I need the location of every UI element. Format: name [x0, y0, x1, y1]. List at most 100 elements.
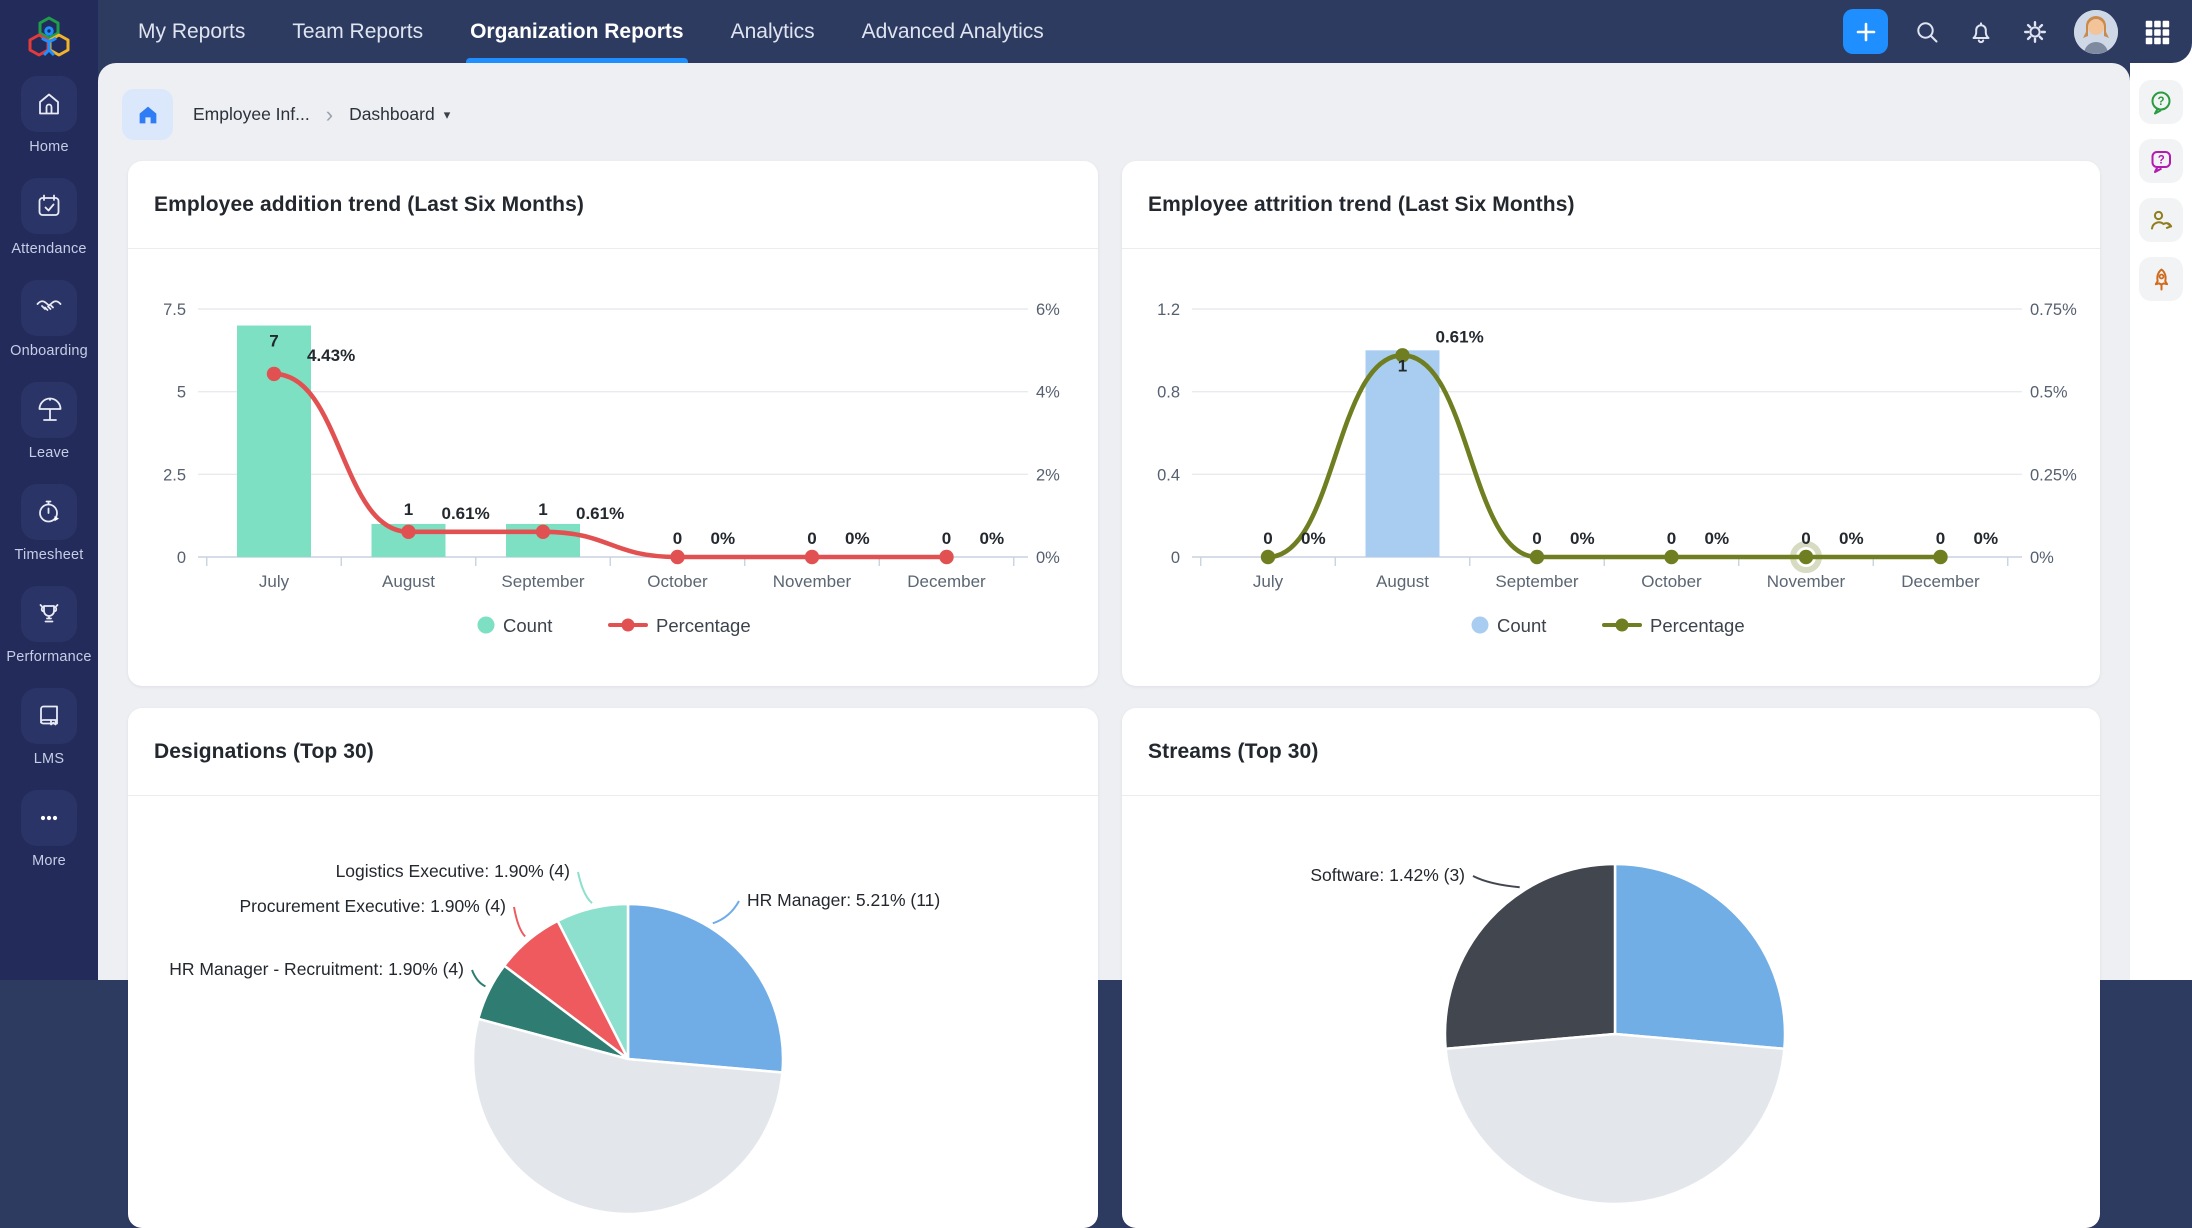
svg-text:Percentage: Percentage [1650, 615, 1745, 636]
svg-text:7: 7 [269, 332, 278, 351]
svg-text:August: August [1376, 572, 1429, 591]
slice-stream-right[interactable] [1615, 864, 1785, 1049]
sidebar-item-label: Performance [6, 649, 91, 665]
slice-others[interactable] [1446, 1034, 1785, 1204]
search-button[interactable] [1912, 17, 1942, 47]
point-july[interactable] [1261, 550, 1275, 564]
user-avatar[interactable] [2074, 10, 2118, 54]
svg-text:0: 0 [807, 529, 816, 548]
sidebar-item-leave[interactable]: Leave [6, 382, 91, 461]
svg-text:7.5: 7.5 [163, 301, 186, 319]
sidebar-item-attendance[interactable]: Attendance [6, 178, 91, 257]
help-chat-button[interactable]: ? [2139, 80, 2183, 124]
pie-label: HR Manager: 5.21% (11) [747, 890, 940, 910]
sidebar-item-timesheet[interactable]: Timesheet [6, 484, 91, 563]
tab-organization-reports[interactable]: Organization Reports [470, 0, 684, 63]
svg-text:Percentage: Percentage [656, 615, 751, 636]
sidebar-item-lms[interactable]: LMS [6, 688, 91, 767]
sidebar-item-label: Home [29, 139, 68, 155]
svg-text:0.4: 0.4 [1157, 466, 1180, 484]
svg-text:0: 0 [673, 529, 682, 548]
svg-text:5: 5 [177, 384, 186, 402]
svg-text:Count: Count [503, 615, 552, 636]
svg-text:0%: 0% [1839, 529, 1864, 548]
add-button[interactable] [1843, 9, 1888, 54]
whats-new-rocket-button[interactable] [2139, 257, 2183, 301]
faq-bubble-button[interactable]: ? [2139, 139, 2183, 183]
timesheet-icon [35, 498, 63, 526]
svg-text:September: September [501, 572, 584, 591]
svg-text:0%: 0% [980, 529, 1005, 548]
point-july[interactable] [267, 367, 281, 381]
svg-text:July: July [259, 572, 290, 591]
slice-hr-manager[interactable] [628, 904, 783, 1073]
svg-text:0: 0 [1667, 529, 1676, 548]
notifications-button[interactable] [1966, 17, 1996, 47]
tab-analytics[interactable]: Analytics [731, 0, 815, 63]
svg-text:0: 0 [942, 529, 951, 548]
svg-text:0%: 0% [845, 529, 870, 548]
sidebar-item-home[interactable]: Home [6, 76, 91, 155]
pie-label: HR Manager - Recruitment: 1.90% (4) [169, 959, 464, 979]
breadcrumb: Employee Inf... › Dashboard ▾ [122, 89, 450, 140]
svg-text:1: 1 [1398, 356, 1407, 375]
user-referral-icon [2148, 207, 2175, 234]
card-title: Streams (Top 30) [1148, 740, 1318, 764]
slice-stream-left[interactable] [1445, 864, 1615, 1049]
app-logo[interactable] [0, 0, 98, 76]
point-december[interactable] [1933, 550, 1947, 564]
svg-text:0%: 0% [1301, 529, 1326, 548]
home-breadcrumb-button[interactable] [122, 89, 173, 140]
svg-text:?: ? [2157, 154, 2164, 166]
svg-text:November: November [1767, 572, 1846, 591]
sidebar-item-label: LMS [34, 751, 64, 767]
apps-grid-button[interactable] [2142, 17, 2172, 47]
attendance-icon [35, 192, 63, 220]
sidebar-item-onboarding[interactable]: Onboarding [6, 280, 91, 359]
svg-text:December: December [1901, 572, 1980, 591]
help-chat-icon: ? [2148, 89, 2175, 116]
card-title: Designations (Top 30) [154, 740, 374, 764]
svg-text:6%: 6% [1036, 301, 1060, 319]
sidebar-item-label: Onboarding [10, 343, 88, 359]
home-icon [135, 102, 161, 128]
svg-text:0.61%: 0.61% [442, 504, 490, 523]
point-december[interactable] [939, 550, 953, 564]
point-november[interactable] [1799, 550, 1813, 564]
svg-text:4.43%: 4.43% [307, 346, 355, 365]
breadcrumb-page[interactable]: Dashboard [349, 104, 435, 125]
bar-july[interactable] [237, 326, 311, 557]
breadcrumb-separator-icon: › [326, 102, 333, 128]
breadcrumb-module[interactable]: Employee Inf... [193, 104, 310, 125]
svg-text:1: 1 [404, 500, 413, 519]
settings-button[interactable] [2020, 17, 2050, 47]
avatar-image [2074, 10, 2118, 54]
chevron-down-icon[interactable]: ▾ [444, 107, 451, 123]
point-november[interactable] [805, 550, 819, 564]
svg-text:0%: 0% [1570, 529, 1595, 548]
point-october[interactable] [1664, 550, 1678, 564]
performance-icon [35, 600, 63, 628]
point-september[interactable] [1530, 550, 1544, 564]
sidebar-item-performance[interactable]: Performance [6, 586, 91, 665]
svg-text:Count: Count [1497, 615, 1546, 636]
user-referral-button[interactable] [2139, 198, 2183, 242]
tab-team-reports[interactable]: Team Reports [292, 0, 423, 63]
tab-advanced-analytics[interactable]: Advanced Analytics [862, 0, 1044, 63]
tab-my-reports[interactable]: My Reports [138, 0, 245, 63]
card-title: Employee attrition trend (Last Six Month… [1148, 193, 1575, 217]
sidebar-item-more[interactable]: More [6, 790, 91, 869]
bell-icon [1967, 18, 1995, 46]
point-october[interactable] [670, 550, 684, 564]
point-august[interactable] [401, 525, 415, 539]
svg-text:0%: 0% [1705, 529, 1730, 548]
point-september[interactable] [536, 525, 550, 539]
svg-text:0: 0 [1801, 529, 1810, 548]
designations-pie-chart: HR Manager: 5.21% (11)Logistics Executiv… [128, 796, 1098, 1228]
plus-icon [1854, 20, 1878, 44]
svg-text:0: 0 [1171, 549, 1180, 567]
svg-text:0: 0 [1532, 529, 1541, 548]
bar-august[interactable] [1366, 350, 1440, 557]
svg-text:?: ? [2157, 96, 2164, 108]
